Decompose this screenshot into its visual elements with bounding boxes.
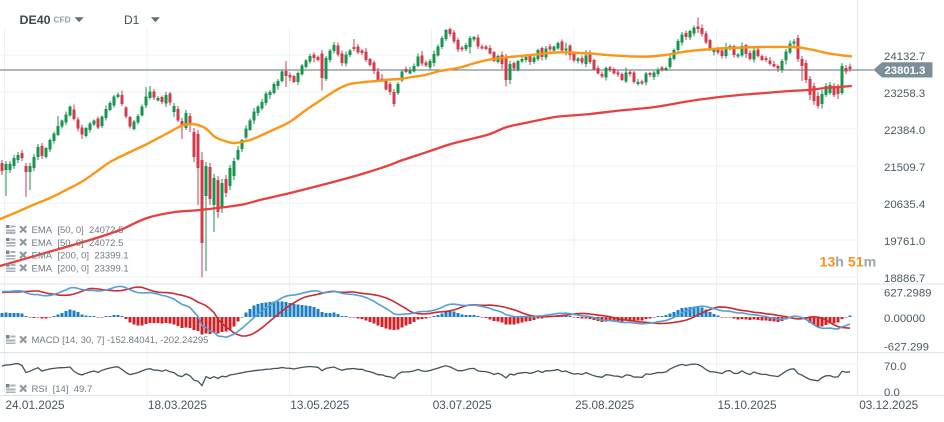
svg-text:DE40: DE40 [20,13,51,27]
svg-text:MACD [14, 30, 7] -152.84041, -: MACD [14, 30, 7] -152.84041, -202.24295 [32,335,209,346]
svg-text:EMA [50, 0] 24072.5: EMA [50, 0] 24072.5 [32,225,124,236]
svg-text:70.0: 70.0 [884,361,906,373]
svg-text:0.00000: 0.00000 [884,313,925,325]
svg-text:03.12.2025: 03.12.2025 [859,398,918,412]
svg-text:03.07.2025: 03.07.2025 [433,398,492,412]
svg-text:24.01.2025: 24.01.2025 [6,398,65,412]
svg-text:20635.4: 20635.4 [884,199,925,211]
svg-text:23258.3: 23258.3 [884,88,925,100]
svg-text:627.2989: 627.2989 [884,288,932,300]
svg-text:13.05.2025: 13.05.2025 [290,398,349,412]
svg-text:D1: D1 [124,13,140,27]
svg-text:RSI [14] 49.7: RSI [14] 49.7 [32,384,93,395]
svg-text:EMA [200, 0] 23399.1: EMA [200, 0] 23399.1 [32,251,129,262]
svg-text:23801.3: 23801.3 [885,65,926,77]
svg-text:18.03.2025: 18.03.2025 [148,398,207,412]
svg-text:24132.7: 24132.7 [884,51,925,63]
svg-text:13h 51m: 13h 51m [820,255,877,271]
svg-text:0.0: 0.0 [884,387,900,399]
svg-text:EMA [200, 0] 23399.1: EMA [200, 0] 23399.1 [32,263,129,274]
svg-text:19761.0: 19761.0 [884,236,925,248]
svg-text:21509.7: 21509.7 [884,162,925,174]
svg-text:15.10.2025: 15.10.2025 [718,398,777,412]
svg-text:18886.7: 18886.7 [884,273,925,285]
svg-text:EMA [50, 0] 24072.5: EMA [50, 0] 24072.5 [32,238,124,249]
svg-text:CFD: CFD [54,15,71,25]
svg-text:22384.0: 22384.0 [884,125,925,137]
svg-text:-627.299: -627.299 [884,342,929,354]
svg-text:25.08.2025: 25.08.2025 [575,398,634,412]
